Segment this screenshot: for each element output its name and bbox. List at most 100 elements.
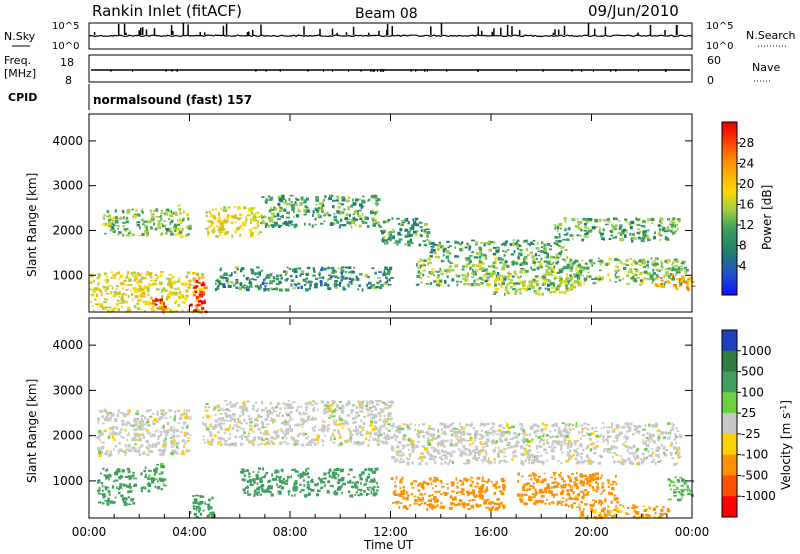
range-cell [534, 253, 537, 257]
range-cell [171, 450, 174, 453]
range-cell [602, 439, 605, 443]
range-cell [348, 221, 353, 225]
range-cell [193, 309, 196, 312]
range-cell [402, 496, 405, 500]
range-cell [540, 430, 543, 433]
range-cell [546, 459, 548, 462]
range-cell [157, 436, 160, 440]
range-cell [447, 462, 450, 466]
range-cell [112, 291, 115, 293]
range-cell [443, 491, 447, 494]
range-cell [225, 419, 229, 422]
range-cell [389, 234, 392, 238]
range-cell [374, 470, 377, 473]
range-cell [146, 418, 150, 422]
range-cell [347, 473, 350, 476]
range-cell [647, 277, 651, 281]
range-cell [406, 444, 410, 447]
range-cell [187, 226, 192, 229]
range-cell [626, 422, 629, 425]
range-cell [243, 431, 246, 434]
range-cell [376, 433, 381, 436]
range-cell [395, 425, 400, 429]
range-cell [125, 300, 128, 304]
range-cell [414, 498, 418, 502]
range-cell [439, 506, 444, 509]
range-cell [540, 266, 543, 269]
range-cell [673, 265, 677, 268]
range-cell [474, 496, 477, 499]
range-cell [101, 484, 104, 488]
range-cell [262, 491, 266, 493]
range-cell [219, 267, 222, 270]
range-cell [514, 435, 519, 439]
range-cell [406, 490, 408, 495]
range-cell [431, 446, 433, 449]
range-cell [427, 261, 429, 266]
range-cell [523, 239, 528, 243]
range-cell [302, 420, 305, 424]
range-cell [174, 233, 178, 236]
range-cell [450, 441, 452, 445]
range-cell [537, 289, 540, 293]
range-cell [275, 435, 280, 438]
range-cell [560, 446, 563, 449]
range-cell [211, 438, 215, 442]
range-cell [105, 298, 109, 301]
range-cell [123, 497, 128, 501]
range-cell [545, 452, 548, 454]
range-cell [114, 274, 117, 277]
range-cell [363, 490, 366, 493]
range-cell [249, 427, 253, 431]
range-cell [449, 455, 454, 457]
range-cell [129, 310, 132, 313]
range-cell [427, 257, 431, 261]
range-cell [196, 309, 201, 313]
range-cell [587, 423, 590, 426]
range-cell [215, 234, 219, 238]
range-cell [500, 284, 503, 288]
range-cell [518, 252, 522, 256]
range-cell [495, 277, 499, 280]
range-cell [290, 279, 295, 282]
range-cell [510, 253, 514, 256]
range-cell [163, 417, 168, 420]
range-cell [463, 477, 467, 481]
range-cell [249, 230, 252, 233]
range-cell [305, 209, 309, 213]
range-cell [478, 490, 482, 494]
range-cell [365, 478, 368, 483]
range-cell [358, 401, 361, 405]
range-cell [355, 218, 359, 221]
range-cell [139, 308, 142, 311]
range-cell [314, 277, 319, 280]
range-cell [106, 450, 109, 452]
range-cell [490, 264, 495, 269]
range-cell [398, 461, 402, 464]
range-cell [465, 263, 469, 267]
range-cell [661, 218, 664, 221]
range-cell [102, 467, 105, 470]
range-cell [267, 288, 270, 292]
range-cell [200, 495, 205, 498]
range-cell [247, 493, 252, 496]
range-cell [519, 244, 522, 247]
range-cell [482, 490, 485, 493]
range-cell [299, 474, 303, 478]
range-cell [341, 273, 343, 276]
range-cell [279, 480, 282, 484]
range-cell [373, 488, 375, 492]
range-cell [118, 431, 122, 434]
range-cell [329, 475, 331, 478]
range-cell [174, 415, 177, 419]
range-cell [304, 402, 309, 406]
range-cell [274, 287, 278, 290]
range-cell [220, 427, 223, 431]
range-cell [519, 423, 523, 426]
range-cell [329, 404, 334, 407]
range-cell [230, 404, 235, 408]
range-cell [105, 411, 109, 414]
range-cell [424, 231, 428, 234]
range-cell [640, 281, 644, 285]
range-cell [561, 451, 564, 454]
